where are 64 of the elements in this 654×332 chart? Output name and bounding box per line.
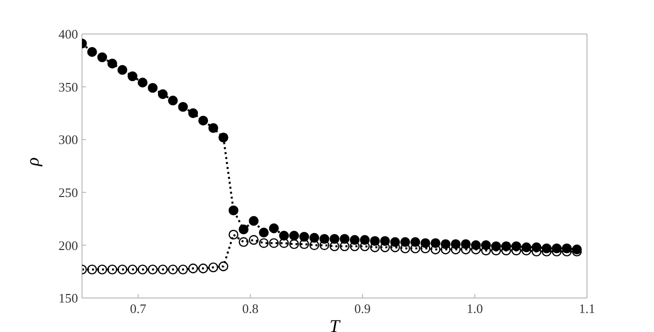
point: [248, 235, 259, 245]
point: [97, 52, 108, 62]
point: [168, 264, 178, 274]
x-tick-label: 1.0: [466, 301, 483, 316]
y-tick-label: 350: [58, 79, 78, 94]
point: [158, 89, 168, 100]
point: [208, 262, 218, 272]
point: [269, 223, 279, 234]
point: [218, 261, 228, 272]
point: [188, 264, 198, 274]
point: [178, 102, 188, 112]
x-tick-label: 0.9: [354, 301, 371, 316]
point: [87, 47, 97, 57]
point: [258, 238, 269, 248]
point: [228, 205, 238, 216]
point: [330, 234, 340, 244]
point: [138, 264, 148, 274]
point: [248, 216, 259, 226]
point: [330, 241, 340, 252]
point: [340, 234, 350, 244]
y-tick-label: 300: [58, 132, 78, 148]
y-tick-label: 250: [58, 185, 78, 200]
point: [148, 264, 158, 274]
point: [218, 132, 228, 142]
point: [228, 230, 238, 240]
point: [118, 264, 128, 274]
point: [309, 232, 320, 243]
point: [188, 108, 198, 118]
point: [238, 237, 248, 247]
point: [289, 230, 299, 241]
point: [158, 264, 168, 274]
point: [198, 264, 208, 274]
point: [258, 228, 269, 238]
x-tick-label: 0.7: [130, 301, 147, 316]
x-tick-label: 1.1: [578, 301, 596, 316]
y-tick-label: 150: [58, 290, 78, 306]
x-tick-label: 0.8: [242, 301, 258, 316]
x-axis-title: T: [329, 316, 342, 332]
point: [128, 264, 138, 274]
point: [289, 239, 299, 250]
y-axis-title: ρ: [22, 157, 42, 167]
point: [269, 238, 279, 248]
point: [299, 232, 310, 242]
point: [107, 58, 118, 68]
point: [309, 240, 320, 250]
point: [107, 264, 118, 274]
point: [118, 65, 128, 75]
point: [128, 71, 138, 82]
y-tick-label: 200: [58, 238, 78, 253]
point: [299, 239, 310, 250]
point: [238, 224, 248, 234]
point: [97, 264, 108, 274]
point: [198, 116, 208, 126]
point: [208, 123, 218, 133]
y-tick-label: 400: [58, 26, 78, 42]
point: [279, 238, 289, 248]
point: [168, 96, 178, 106]
point: [138, 78, 148, 88]
point: [279, 230, 289, 241]
point: [148, 82, 158, 93]
point: [178, 264, 188, 274]
point: [340, 241, 350, 252]
point: [430, 244, 440, 254]
point: [87, 264, 97, 274]
